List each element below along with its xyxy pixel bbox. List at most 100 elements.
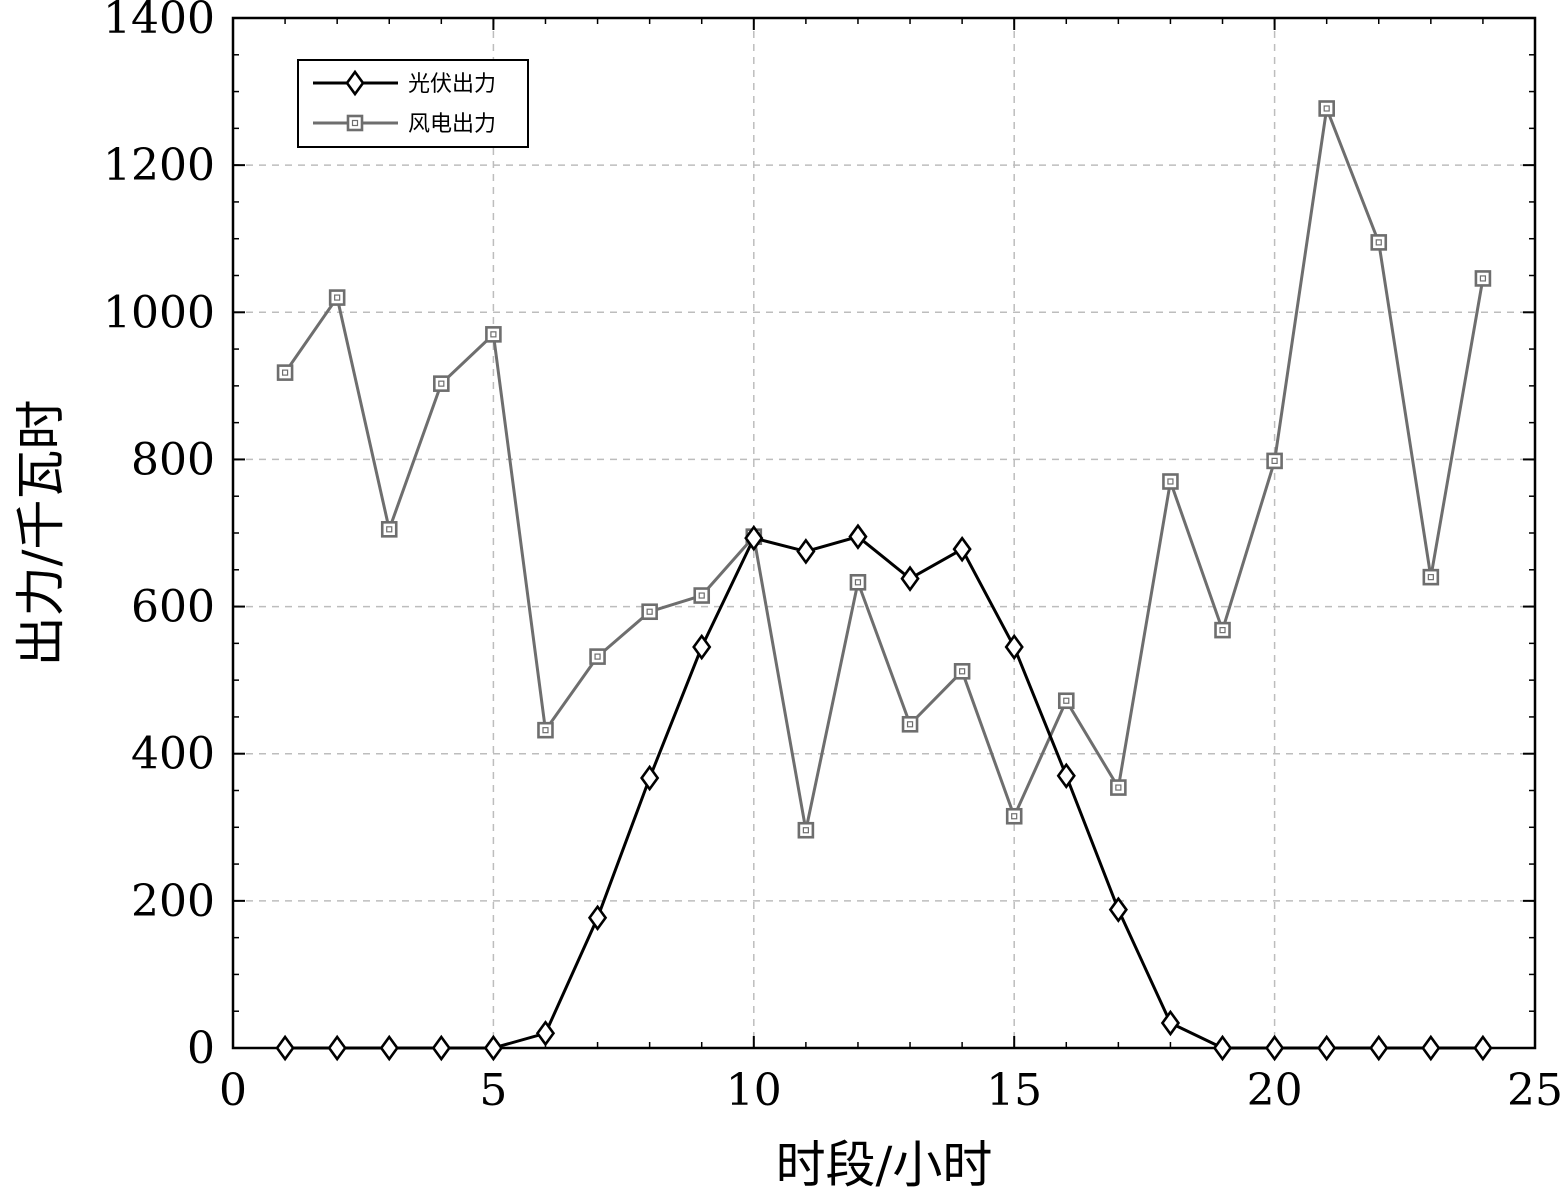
- series-line-diamond: [285, 535, 1483, 1050]
- data-point-square-inner: [490, 331, 497, 338]
- data-point-diamond: [1212, 1034, 1233, 1062]
- legend-marker-square: [346, 114, 364, 132]
- plot-area-frame: [231, 16, 1537, 1050]
- data-point-diamond: [483, 1034, 504, 1062]
- data-point-diamond: [952, 535, 972, 563]
- data-point-square: [1370, 234, 1388, 251]
- y-tick-label: 1200: [103, 140, 215, 191]
- data-point-square-inner: [646, 608, 653, 615]
- data-point-diamond: [1317, 1034, 1337, 1062]
- data-point-diamond: [1369, 1034, 1389, 1062]
- data-point-square-inner: [1219, 627, 1226, 634]
- data-point-square-inner: [1011, 813, 1018, 820]
- y-axis-label: 出力/千瓦时: [12, 400, 70, 667]
- tick-layer: 0 5 10 15 20 25 0 200 400 600 800 1000 1200 1400: [103, 0, 1563, 1116]
- data-point-diamond: [900, 565, 920, 592]
- data-point-square: [485, 326, 502, 343]
- data-point-square: [1214, 621, 1231, 639]
- data-point-square-inner: [959, 668, 966, 675]
- legend-marker-square-inner: [351, 119, 359, 127]
- series-layer: [275, 100, 1493, 1062]
- data-point-diamond: [1160, 1009, 1181, 1037]
- x-tick-label: 10: [726, 1065, 782, 1116]
- data-point-square-inner: [386, 526, 393, 533]
- y-tick-label: 0: [187, 1023, 215, 1074]
- data-point-square-inner: [906, 721, 914, 728]
- data-point-diamond: [431, 1034, 451, 1062]
- data-point-square: [901, 715, 919, 733]
- data-point-diamond: [744, 524, 764, 552]
- x-tick-label: 25: [1507, 1065, 1563, 1116]
- data-point-square: [1266, 452, 1283, 470]
- data-point-square: [1422, 568, 1440, 586]
- data-point-square-inner: [1375, 239, 1382, 246]
- data-point-square-inner: [542, 727, 549, 734]
- data-point-diamond: [327, 1034, 347, 1062]
- data-point-diamond: [587, 904, 608, 931]
- y-tick-label: 1000: [103, 287, 215, 338]
- data-point-diamond: [1264, 1034, 1285, 1062]
- data-point-square: [849, 573, 867, 591]
- data-point-square: [1474, 270, 1492, 287]
- data-point-square: [1057, 692, 1075, 710]
- data-point-diamond: [848, 523, 868, 550]
- data-point-square-inner: [698, 592, 705, 599]
- data-point-diamond: [1108, 896, 1128, 923]
- data-point-square: [380, 521, 398, 538]
- data-point-square: [276, 364, 294, 381]
- data-point-square: [537, 721, 554, 739]
- x-axis-label: 时段/小时: [776, 1136, 993, 1194]
- data-point-diamond: [275, 1034, 295, 1062]
- legend-box: [297, 59, 529, 148]
- legend-marker-diamond: [345, 69, 365, 97]
- data-point-square-inner: [1323, 105, 1330, 112]
- data-point-square-inner: [1167, 478, 1174, 485]
- data-point-square-inner: [438, 380, 445, 387]
- data-point-square-inner: [1271, 457, 1278, 464]
- data-point-square-inner: [802, 827, 809, 834]
- data-point-square-inner: [334, 294, 341, 301]
- data-point-diamond: [796, 538, 816, 565]
- data-point-square-inner: [1063, 697, 1070, 704]
- data-point-diamond: [1056, 762, 1076, 789]
- y-tick-label: 1400: [103, 0, 215, 44]
- data-point-diamond: [1004, 633, 1024, 661]
- data-point-square: [953, 663, 971, 680]
- data-point-square-inner: [281, 369, 289, 376]
- legend-label-square: 风电出力: [408, 112, 496, 137]
- y-tick-label: 600: [131, 582, 215, 633]
- data-point-square-inner: [1479, 275, 1487, 282]
- data-point-square: [797, 821, 815, 839]
- data-point-square: [328, 289, 346, 306]
- x-tick-label: 20: [1247, 1065, 1303, 1116]
- data-point-square-inner: [1115, 784, 1122, 791]
- x-tick-label: 15: [986, 1065, 1042, 1116]
- x-tick-label: 5: [479, 1065, 507, 1116]
- legend-label-diamond: 光伏出力: [408, 72, 496, 97]
- y-tick-label: 200: [131, 876, 215, 927]
- data-point-square: [1110, 779, 1127, 796]
- y-tick-label: 400: [131, 729, 215, 780]
- series-line-square: [283, 102, 1485, 831]
- data-point-diamond: [692, 633, 712, 661]
- data-point-square: [1162, 473, 1179, 490]
- data-point-square: [1005, 807, 1023, 825]
- data-point-square: [1318, 100, 1335, 117]
- x-tick-label: 0: [219, 1065, 247, 1116]
- data-point-diamond: [640, 764, 660, 792]
- data-point-square: [589, 648, 606, 665]
- data-point-square: [693, 587, 711, 604]
- data-point-diamond: [379, 1034, 399, 1062]
- grid-layer: [233, 18, 1535, 1048]
- data-point-diamond: [535, 1020, 556, 1047]
- data-point-square: [433, 375, 450, 392]
- y-tick-label: 800: [131, 434, 215, 485]
- data-point-square-inner: [854, 579, 862, 586]
- data-point-square-inner: [594, 653, 601, 660]
- data-point-diamond: [1421, 1034, 1441, 1062]
- data-point-square-inner: [1427, 574, 1434, 581]
